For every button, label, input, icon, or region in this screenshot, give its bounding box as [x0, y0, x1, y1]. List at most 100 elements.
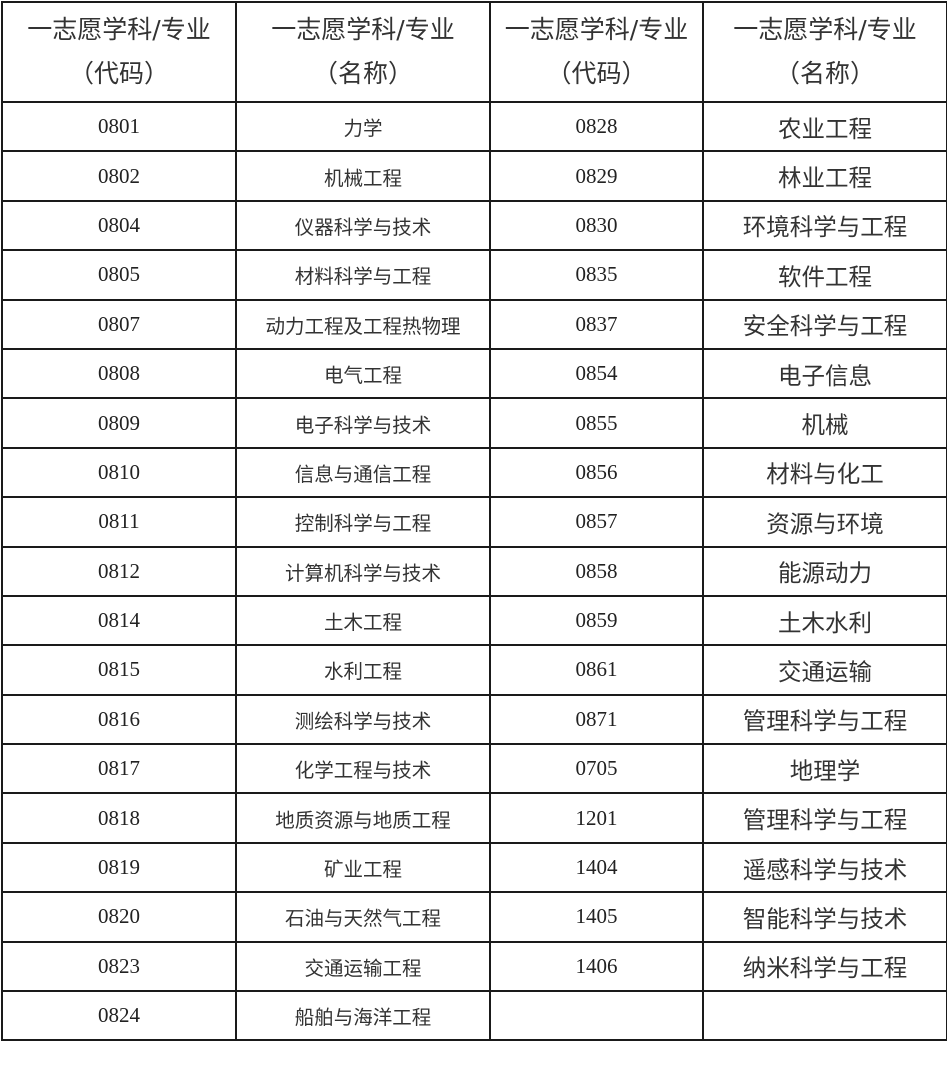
name-2-cell: 交通运输 — [702, 644, 947, 696]
code-1-cell: 0820 — [1, 891, 237, 943]
name-2-cell: 机械 — [702, 397, 947, 449]
code-2-cell: 1405 — [489, 891, 704, 943]
name-2-cell: 地理学 — [702, 743, 947, 795]
code-1-cell: 0819 — [1, 841, 237, 894]
name-2-cell: 资源与环境 — [702, 496, 947, 548]
name-1-cell: 地质资源与地质工程 — [235, 792, 491, 844]
name-2-cell: 材料与化工 — [702, 446, 947, 499]
header-name-2: 一志愿学科/专业 （名称） — [702, 1, 947, 103]
code-2-cell: 0828 — [489, 100, 704, 153]
code-2-cell: 0705 — [489, 743, 704, 795]
header-code-1: 一志愿学科/专业 （代码） — [1, 1, 237, 103]
code-1-cell: 0811 — [1, 496, 237, 548]
name-2-cell: 土木水利 — [702, 594, 947, 647]
header-line1: 一志愿学科/专业 — [504, 15, 689, 44]
name-1-cell: 石油与天然气工程 — [235, 891, 491, 943]
name-1-cell: 电子科学与技术 — [235, 397, 491, 449]
code-1-cell: 0812 — [1, 545, 237, 597]
name-1-cell: 水利工程 — [235, 644, 491, 696]
name-1-cell: 信息与通信工程 — [235, 446, 491, 499]
code-2-cell: 0857 — [489, 496, 704, 548]
table-row: 0804 仪器科学与技术 0830 环境科学与工程 — [1, 199, 947, 252]
code-2-cell: 0859 — [489, 594, 704, 647]
name-2-cell: 软件工程 — [702, 249, 947, 301]
code-2-cell — [489, 990, 704, 1042]
code-2-cell: 0837 — [489, 298, 704, 350]
code-1-cell: 0808 — [1, 347, 237, 400]
table-row: 0817 化学工程与技术 0705 地理学 — [1, 743, 947, 795]
header-line1: 一志愿学科/专业 — [271, 15, 455, 44]
code-1-cell: 0817 — [1, 743, 237, 795]
name-1-cell: 材料科学与工程 — [235, 249, 491, 301]
name-1-cell: 化学工程与技术 — [235, 743, 491, 795]
header-line2: （名称） — [774, 59, 875, 88]
name-1-cell: 土木工程 — [235, 594, 491, 647]
code-1-cell: 0802 — [1, 150, 237, 202]
code-1-cell: 0804 — [1, 199, 237, 252]
header-row: 一志愿学科/专业 （代码） 一志愿学科/专业 （名称） 一志愿学科/专业 （代码） 一… — [1, 1, 947, 103]
code-2-cell: 0871 — [489, 693, 704, 746]
table-row: 0807 动力工程及工程热物理 0837 安全科学与工程 — [1, 298, 947, 350]
name-2-cell — [702, 990, 947, 1042]
name-1-cell: 电气工程 — [235, 347, 491, 400]
table-row: 0811 控制科学与工程 0857 资源与环境 — [1, 496, 947, 548]
name-1-cell: 船舶与海洋工程 — [235, 990, 491, 1042]
header-line2: （代码） — [546, 59, 647, 88]
header-line1: 一志愿学科/专业 — [733, 15, 917, 44]
code-1-cell: 0814 — [1, 594, 237, 647]
code-2-cell: 0829 — [489, 150, 704, 202]
discipline-table: 一志愿学科/专业 （代码） 一志愿学科/专业 （名称） 一志愿学科/专业 （代码） 一… — [1, 1, 947, 1042]
code-2-cell: 0854 — [489, 347, 704, 400]
table-row: 0820 石油与天然气工程 1405 智能科学与技术 — [1, 891, 947, 943]
table-row: 0814 土木工程 0859 土木水利 — [1, 594, 947, 647]
code-2-cell: 0835 — [489, 249, 704, 301]
name-1-cell: 计算机科学与技术 — [235, 545, 491, 597]
code-1-cell: 0801 — [1, 100, 237, 153]
name-1-cell: 动力工程及工程热物理 — [235, 298, 491, 350]
name-1-cell: 力学 — [235, 100, 491, 153]
name-2-cell: 管理科学与工程 — [702, 792, 947, 844]
code-2-cell: 0855 — [489, 397, 704, 449]
name-2-cell: 管理科学与工程 — [702, 693, 947, 746]
code-2-cell: 1404 — [489, 841, 704, 894]
name-1-cell: 控制科学与工程 — [235, 496, 491, 548]
name-2-cell: 电子信息 — [702, 347, 947, 400]
table-row: 0812 计算机科学与技术 0858 能源动力 — [1, 545, 947, 597]
table-row: 0810 信息与通信工程 0856 材料与化工 — [1, 446, 947, 499]
table-row: 0801 力学 0828 农业工程 — [1, 100, 947, 153]
header-line2: （代码） — [68, 59, 169, 88]
code-2-cell: 0830 — [489, 199, 704, 252]
name-2-cell: 纳米科学与工程 — [702, 940, 947, 993]
name-2-cell: 智能科学与技术 — [702, 891, 947, 943]
name-2-cell: 安全科学与工程 — [702, 298, 947, 350]
header-code-2: 一志愿学科/专业 （代码） — [489, 1, 704, 103]
table-row: 0824 船舶与海洋工程 — [1, 990, 947, 1042]
code-1-cell: 0823 — [1, 940, 237, 993]
code-2-cell: 0858 — [489, 545, 704, 597]
name-1-cell: 机械工程 — [235, 150, 491, 202]
header-line2: （名称） — [312, 59, 413, 88]
code-1-cell: 0809 — [1, 397, 237, 449]
name-1-cell: 仪器科学与技术 — [235, 199, 491, 252]
table-body: 0801 力学 0828 农业工程 0802 机械工程 0829 林业工程 0804 仪器科学与技… — [1, 100, 947, 1042]
code-1-cell: 0807 — [1, 298, 237, 350]
header-name-1: 一志愿学科/专业 （名称） — [235, 1, 491, 103]
name-2-cell: 环境科学与工程 — [702, 199, 947, 252]
table-row: 0802 机械工程 0829 林业工程 — [1, 150, 947, 202]
name-1-cell: 矿业工程 — [235, 841, 491, 894]
code-2-cell: 1406 — [489, 940, 704, 993]
code-2-cell: 1201 — [489, 792, 704, 844]
name-2-cell: 林业工程 — [702, 150, 947, 202]
table-row: 0816 测绘科学与技术 0871 管理科学与工程 — [1, 693, 947, 746]
table-row: 0819 矿业工程 1404 遥感科学与技术 — [1, 841, 947, 894]
code-2-cell: 0856 — [489, 446, 704, 499]
code-1-cell: 0824 — [1, 990, 237, 1042]
name-1-cell: 交通运输工程 — [235, 940, 491, 993]
code-1-cell: 0816 — [1, 693, 237, 746]
table-row: 0815 水利工程 0861 交通运输 — [1, 644, 947, 696]
code-1-cell: 0815 — [1, 644, 237, 696]
table-row: 0818 地质资源与地质工程 1201 管理科学与工程 — [1, 792, 947, 844]
table-row: 0805 材料科学与工程 0835 软件工程 — [1, 249, 947, 301]
table-row: 0823 交通运输工程 1406 纳米科学与工程 — [1, 940, 947, 993]
header-line1: 一志愿学科/专业 — [27, 15, 211, 44]
